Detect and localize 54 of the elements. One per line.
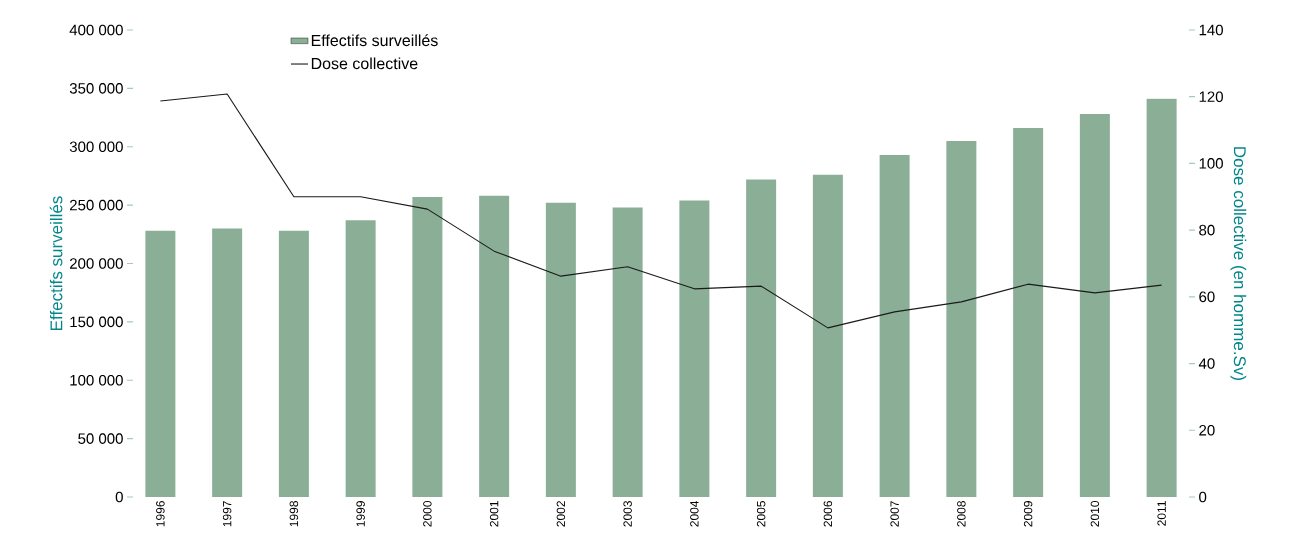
line-series — [159, 93, 1163, 329]
y2-tick-label: 60 — [1199, 291, 1215, 303]
y2-tick-label: 120 — [1199, 91, 1223, 103]
x-tick-label: 2005 — [756, 501, 766, 527]
y-tick-label: 150 000 — [70, 316, 123, 328]
y-tick-label: 400 000 — [69, 24, 123, 36]
x-tick-label: 2008 — [957, 501, 966, 527]
x-tick-label: 2001 — [489, 501, 499, 527]
x-tick-label: 1999 — [356, 501, 365, 527]
x-tick-label: 2009 — [1023, 501, 1033, 527]
bar — [278, 230, 309, 497]
x-tick-label: 2003 — [623, 501, 632, 527]
y-tick-label: 50 000 — [78, 433, 123, 444]
y-tick-label: 100 000 — [70, 374, 123, 386]
bar — [746, 179, 777, 497]
bar — [212, 228, 243, 497]
bar — [946, 140, 977, 497]
y2-tick-label: 100 — [1199, 158, 1223, 169]
y2-tick-label: 140 — [1199, 24, 1223, 36]
y2-tick-label: 40 — [1198, 358, 1215, 369]
bar — [879, 154, 910, 497]
y2-tick-label: 0 — [1199, 491, 1207, 503]
x-tick-label: 2004 — [690, 500, 699, 527]
bar — [1079, 114, 1110, 497]
x-tick-label: 2010 — [1090, 500, 1100, 527]
legend-label: Dose collective — [311, 57, 418, 70]
y-tick-label: 350 000 — [69, 83, 123, 94]
bar — [1146, 98, 1177, 497]
y2-axis-title: Dose collective (en homme.Sv) — [1230, 147, 1247, 381]
bar — [679, 200, 710, 497]
legend-label: Effectifs surveillés — [311, 34, 438, 47]
bar — [612, 207, 643, 497]
x-tick-label: 2007 — [890, 501, 899, 527]
bar — [412, 196, 443, 497]
y-tick-label: 200 000 — [70, 258, 123, 269]
x-tick-label: 2011 — [1157, 501, 1166, 526]
x-tick-label: 2000 — [423, 500, 432, 527]
x-tick-label: 1996 — [156, 501, 165, 527]
y-tick-label: 300 000 — [69, 141, 123, 153]
bar — [812, 174, 843, 497]
bar — [345, 220, 376, 497]
x-tick-label: 2006 — [823, 501, 833, 527]
y-axis-title: Effectifs surveillés — [49, 196, 63, 330]
x-tick-label: 1997 — [222, 501, 232, 527]
y-tick-label: 250 000 — [70, 199, 123, 211]
bar — [1013, 128, 1044, 497]
bar — [545, 202, 576, 497]
x-tick-label: 2002 — [556, 501, 566, 527]
bar — [145, 230, 176, 497]
bar — [479, 195, 510, 497]
y-tick-label: 0 — [115, 491, 123, 503]
x-tick-label: 1998 — [289, 501, 299, 527]
y2-tick-label: 80 — [1199, 224, 1215, 236]
y2-tick-label: 20 — [1199, 424, 1215, 436]
